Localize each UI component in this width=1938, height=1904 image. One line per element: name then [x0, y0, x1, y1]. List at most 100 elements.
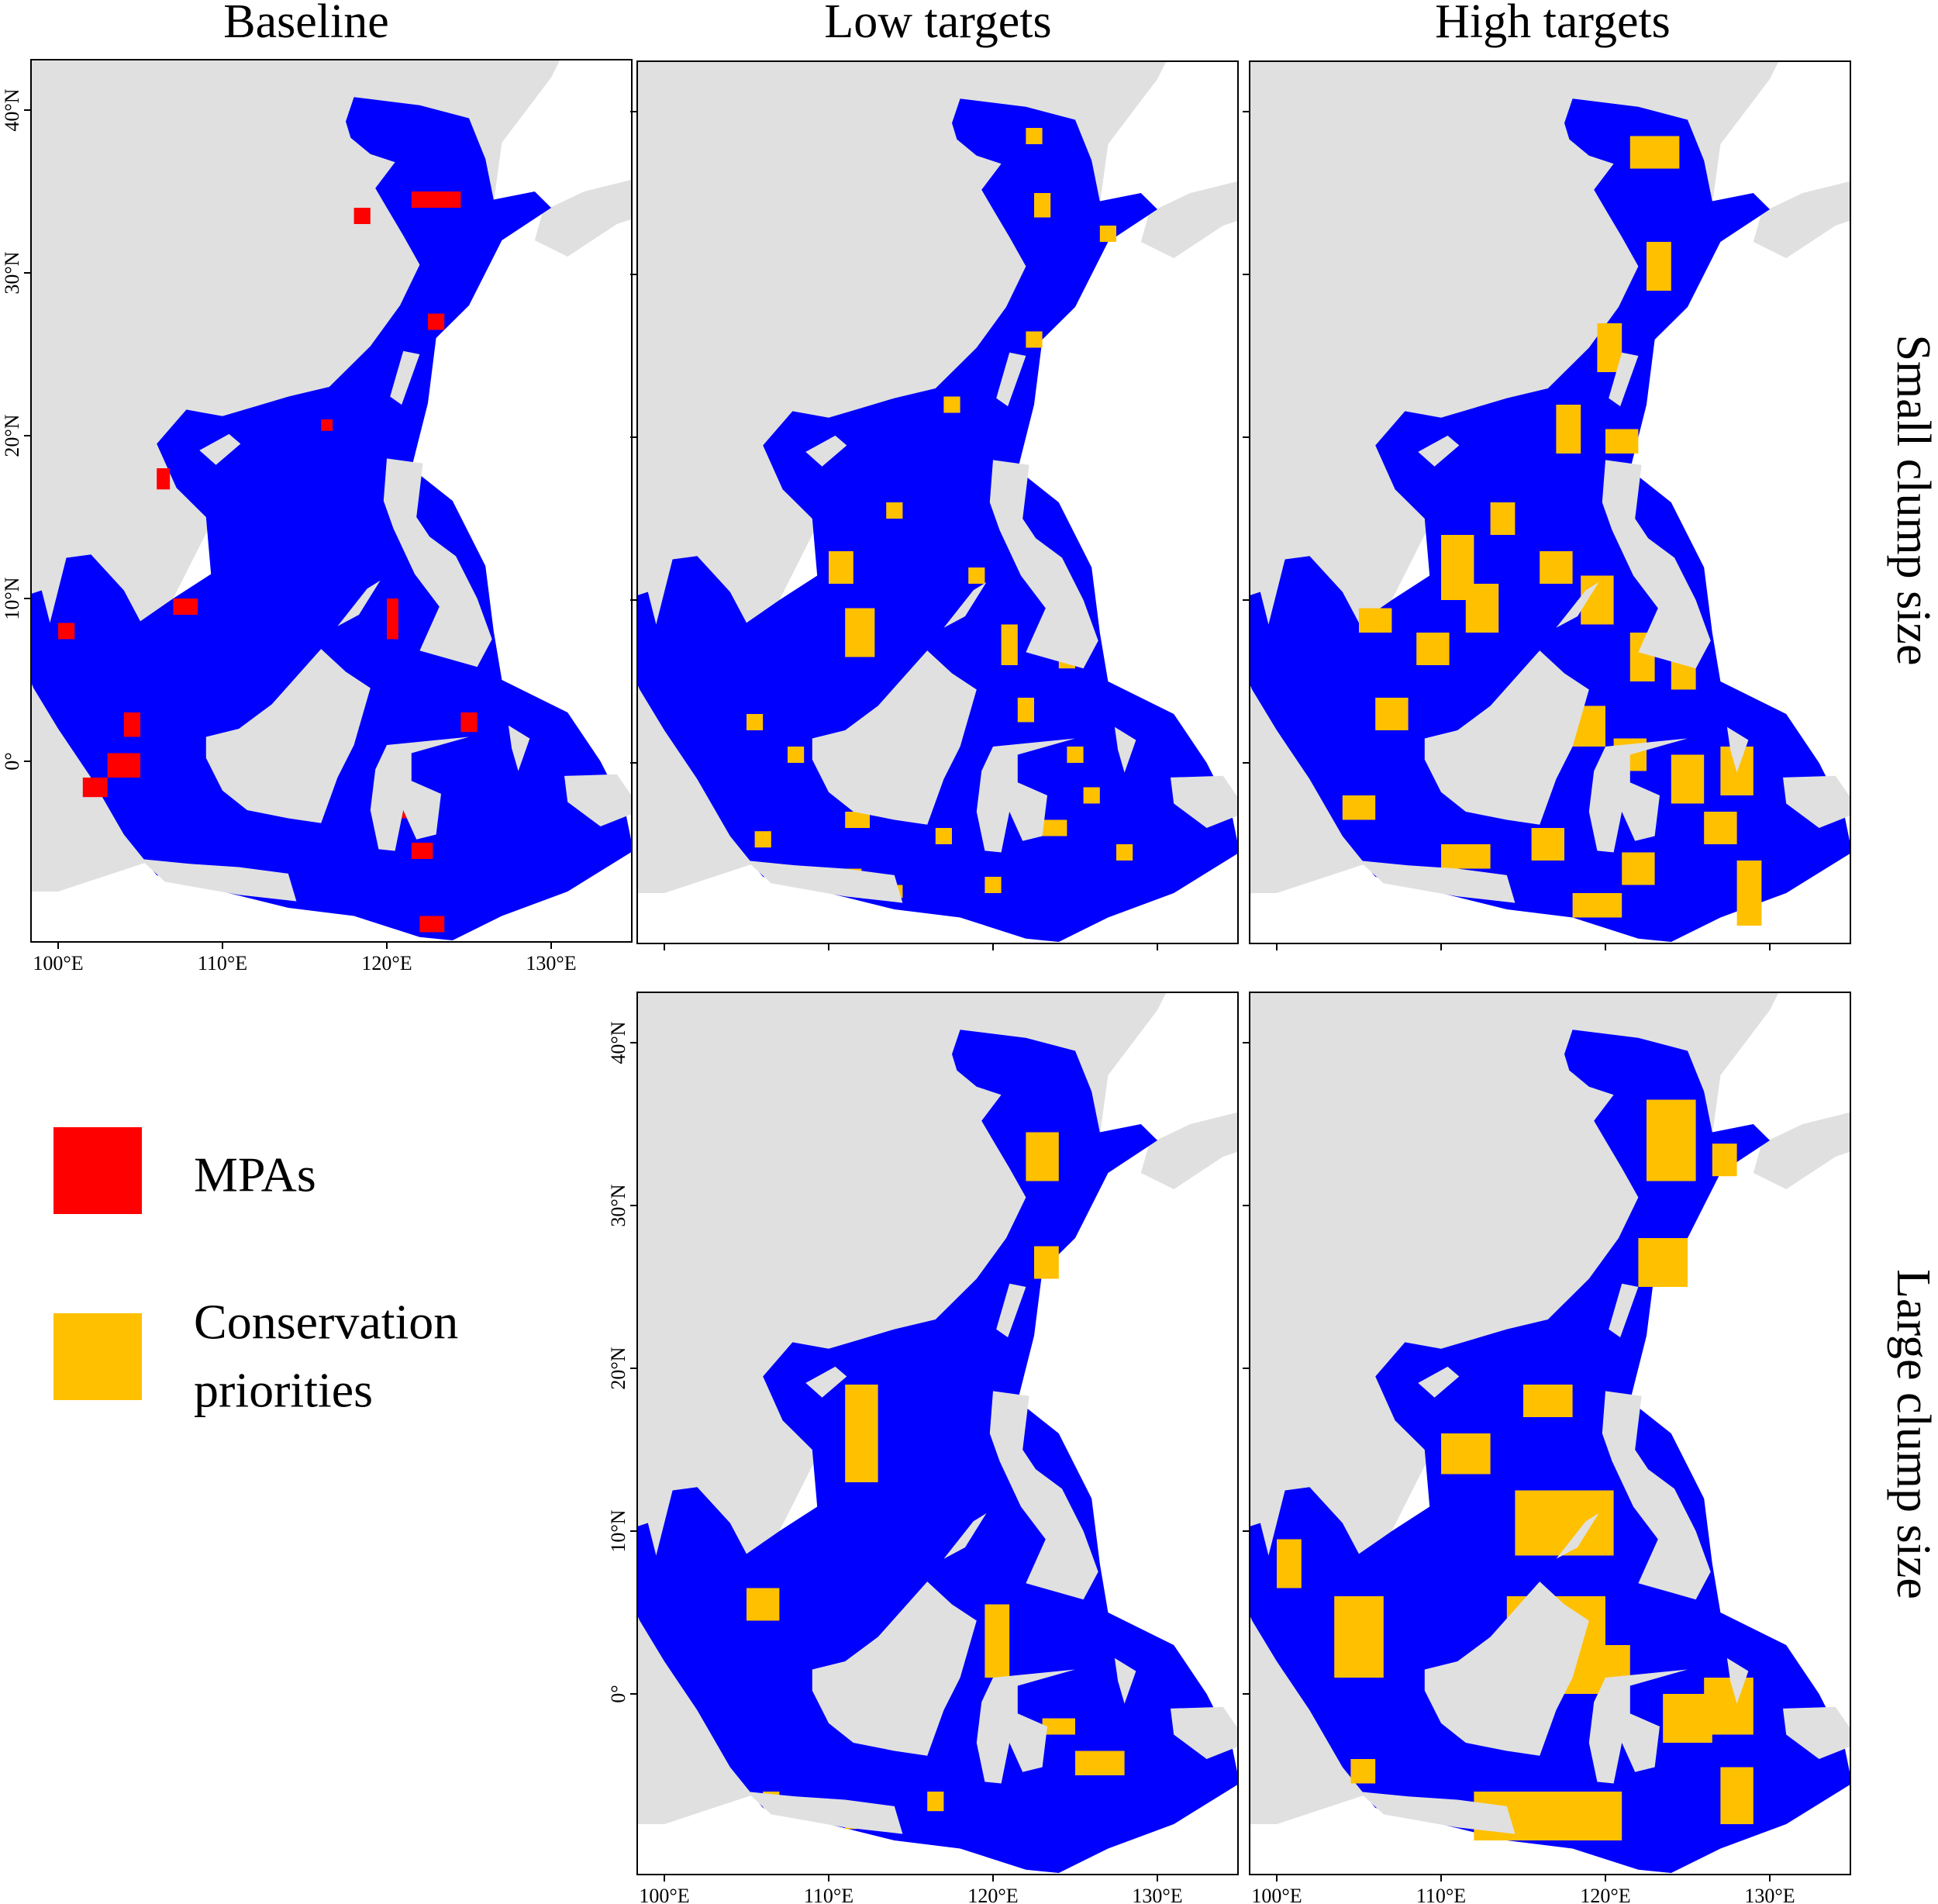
priority-patch [1515, 1490, 1614, 1556]
priority-patch [1704, 1678, 1754, 1735]
priority-patch [1116, 844, 1133, 861]
legend-label: priorities [194, 1363, 373, 1418]
priority-patch [1375, 698, 1409, 730]
priority-patch [1342, 795, 1376, 820]
island [989, 1391, 1098, 1600]
priority-patch [387, 598, 398, 640]
land [1250, 61, 1779, 893]
y-tick-label: 40°N [607, 1021, 629, 1064]
island [812, 650, 977, 825]
panel-frame [1249, 60, 1851, 944]
column-title: High targets [1435, 0, 1671, 48]
column-title: Baseline [223, 0, 389, 48]
priority-patch [968, 567, 985, 584]
priority-patch [58, 623, 75, 640]
map-panel [630, 60, 1239, 950]
island [1588, 1669, 1688, 1784]
priority-patch [1720, 1767, 1754, 1824]
priority-patch [1334, 1596, 1384, 1678]
priority-patch [1523, 1385, 1573, 1417]
priority-patch [845, 1385, 878, 1482]
priority-patch [1531, 828, 1564, 861]
priority-patch [419, 916, 445, 933]
priority-patch [1540, 551, 1573, 584]
priority-patch [157, 468, 171, 490]
island [1783, 775, 1850, 828]
island [1114, 1657, 1136, 1704]
priority-patch [1026, 1132, 1059, 1181]
priority-patch [123, 712, 140, 737]
priority-patch [1597, 323, 1622, 372]
island [812, 1581, 977, 1756]
map-panel [1243, 60, 1851, 950]
x-tick-label: 130°E [526, 952, 576, 974]
y-tick-label: 10°N [607, 1509, 629, 1552]
priority-patch [1083, 787, 1100, 804]
land [1250, 992, 1779, 1824]
row-label: Small clump size [1887, 334, 1938, 665]
sea-area [637, 98, 1238, 942]
island [1171, 775, 1238, 828]
x-tick-label: 100°E [1251, 1885, 1302, 1904]
priority-patch [845, 608, 875, 657]
island [1424, 1581, 1589, 1756]
x-tick-label: 130°E [1132, 1885, 1182, 1904]
x-tick-label: 130°E [1744, 1885, 1795, 1904]
priority-patch [754, 831, 771, 848]
island [1359, 861, 1516, 903]
island [1424, 650, 1589, 825]
x-tick-label: 110°E [804, 1885, 853, 1904]
priority-patch [411, 843, 433, 859]
island [140, 859, 297, 902]
sea-area [637, 1030, 1238, 1873]
island [1609, 352, 1639, 407]
row-label: Large clump size [1887, 1269, 1938, 1599]
island [996, 1283, 1026, 1338]
priority-patch [1647, 242, 1671, 291]
column-title: Low targets [824, 0, 1051, 48]
x-tick-label: 100°E [33, 952, 83, 974]
map-content [1250, 61, 1850, 943]
priority-patch [353, 208, 371, 224]
priority-patch [1277, 1539, 1302, 1588]
map-content [637, 61, 1238, 943]
island [508, 725, 530, 771]
priority-patch [82, 778, 108, 798]
sea-area [1250, 1030, 1850, 1873]
island [1418, 1366, 1460, 1398]
priority-patch [1075, 1751, 1125, 1775]
legend-swatch [53, 1127, 142, 1214]
priority-patch [1001, 624, 1018, 665]
priority-patch [1736, 861, 1762, 926]
priority-patch [321, 419, 333, 431]
priority-patch [985, 1604, 1010, 1678]
y-tick-label: 20°N [607, 1347, 629, 1389]
map-content [637, 992, 1238, 1875]
land [637, 992, 1167, 1824]
priority-patch [1605, 429, 1639, 454]
map-content [1250, 992, 1850, 1875]
priority-patch [747, 1588, 780, 1621]
island [564, 774, 632, 826]
island [390, 350, 420, 405]
map-panel: 100°E 110°E 120°E 130°E 40°N 30°N 20°N 10°N 0° [607, 992, 1239, 1904]
priority-patch [1099, 226, 1116, 242]
island [1726, 1657, 1749, 1704]
priority-patch [1605, 1645, 1630, 1678]
priority-patch [1416, 633, 1450, 665]
land [1140, 1112, 1238, 1189]
priority-patch [1441, 844, 1491, 869]
island [383, 458, 492, 667]
y-tick-label: 40°N [1, 88, 23, 131]
sea-area [31, 97, 632, 940]
island [976, 1669, 1075, 1784]
priority-patch [1034, 193, 1051, 218]
priority-patch [428, 313, 445, 330]
island [205, 649, 371, 823]
priority-patch [1465, 584, 1499, 633]
island [370, 736, 469, 851]
land [1753, 181, 1850, 258]
land [1753, 1112, 1850, 1189]
island [943, 581, 987, 628]
